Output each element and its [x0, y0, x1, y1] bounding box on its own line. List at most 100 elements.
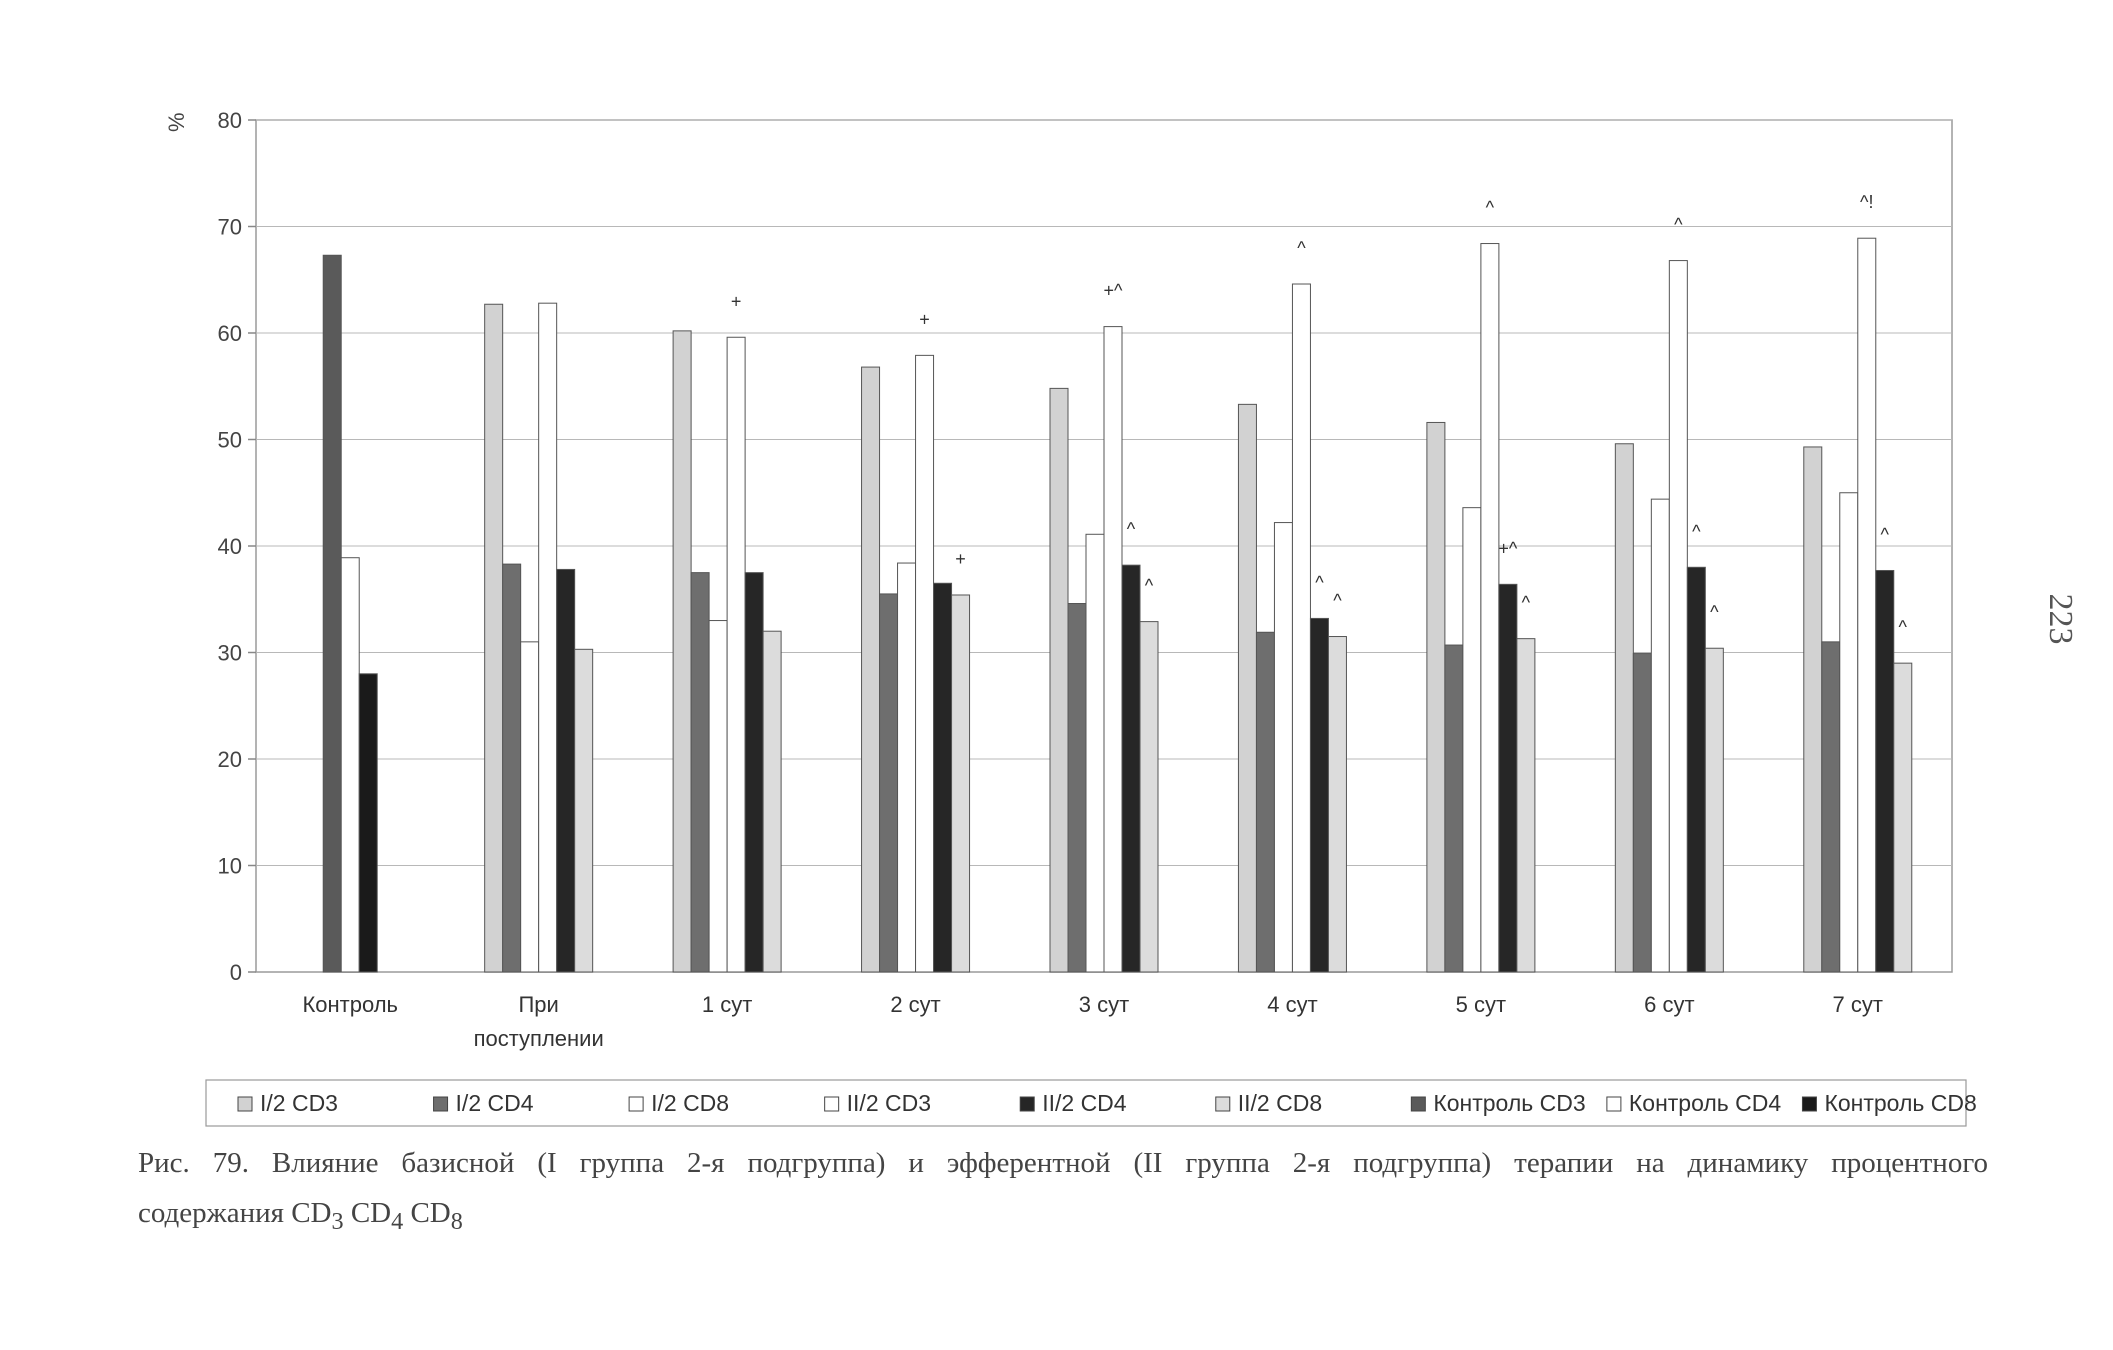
bar: [726, 336, 746, 973]
bar: [1237, 403, 1257, 973]
bar: [1498, 583, 1518, 973]
significance-mark: ^: [1333, 591, 1342, 611]
bar: [1704, 647, 1724, 973]
bar: [358, 673, 378, 973]
bar: [1668, 260, 1688, 973]
legend-box: [205, 1079, 1967, 1127]
y-tick-label: 60: [218, 321, 242, 346]
significance-mark: +^: [1104, 281, 1124, 301]
legend-label: I/2 CD4: [456, 1090, 534, 1116]
legend-swatch: [824, 1096, 840, 1112]
category-label: поступлении: [474, 1026, 604, 1051]
bar: [556, 568, 576, 973]
bar: [1273, 522, 1293, 973]
legend-label: II/2 CD8: [1238, 1090, 1322, 1116]
bar: [1444, 644, 1464, 973]
significance-mark: +: [731, 291, 742, 311]
bar: [1839, 492, 1859, 973]
bar: [1103, 326, 1123, 973]
legend-swatch: [1801, 1096, 1817, 1112]
bar: [1821, 641, 1841, 973]
significance-mark: ^: [1522, 593, 1531, 613]
caption-line-1: Рис. 79. Влияние базисной (I группа 2-я …: [138, 1147, 1988, 1179]
bar: [322, 254, 342, 973]
bar: [1049, 387, 1069, 973]
bar: [1085, 533, 1105, 973]
y-tick-label: 20: [218, 747, 242, 772]
bar: [933, 582, 953, 973]
bar: [574, 648, 594, 973]
bar: [1686, 566, 1706, 973]
legend-swatch: [1019, 1096, 1035, 1112]
bar: [897, 562, 917, 973]
significance-mark: ^: [1486, 198, 1495, 218]
category-label: 4 сут: [1267, 992, 1317, 1017]
y-tick-label: 70: [218, 215, 242, 240]
legend-swatch: [237, 1096, 253, 1112]
bar: [690, 572, 710, 973]
significance-mark: ^: [1899, 617, 1908, 637]
bar: [1121, 564, 1141, 973]
bar: [520, 641, 540, 973]
bar: [951, 594, 971, 973]
significance-mark: +^: [1498, 538, 1518, 558]
significance-mark: ^: [1127, 519, 1136, 539]
y-tick-label: 80: [218, 108, 242, 133]
legend-label: Контроль CD3: [1433, 1090, 1585, 1116]
significance-mark: ^: [1674, 215, 1683, 235]
bar: [915, 354, 935, 973]
significance-mark: ^: [1297, 238, 1306, 258]
legend-swatch: [1215, 1096, 1231, 1112]
y-tick-label: 40: [218, 534, 242, 559]
bar: [1893, 662, 1913, 973]
bar: [1309, 617, 1329, 973]
significance-mark: ^!: [1860, 192, 1873, 212]
significance-mark: ^: [1692, 521, 1701, 541]
legend-label: Контроль CD4: [1629, 1090, 1782, 1116]
legend: I/2 CD3 I/2 CD4 I/2 CD8 II/2 CD3 II/2 CD4 II/…: [205, 1079, 1977, 1127]
bar: [1462, 507, 1482, 973]
legend-swatch: [1606, 1096, 1622, 1112]
significance-mark: ^: [1881, 524, 1890, 544]
significance-mark: +: [919, 309, 930, 329]
bar: [538, 302, 558, 973]
bar: [1327, 636, 1347, 973]
significance-mark: +: [955, 549, 966, 569]
bar: [744, 572, 764, 973]
bar: [1255, 631, 1275, 973]
significance-mark: ^: [1315, 572, 1324, 592]
page-number: 223: [2042, 593, 2079, 645]
y-axis-label: %: [164, 112, 189, 132]
bar: [1426, 421, 1446, 973]
significance-mark: ^: [1710, 602, 1719, 622]
bar: [1875, 569, 1895, 973]
bar: [1803, 446, 1823, 973]
bar: [340, 557, 360, 973]
bar: [1632, 653, 1652, 973]
bar: [879, 593, 899, 973]
bar: [484, 303, 504, 973]
figure-caption: Рис. 79. Влияние базисной (I группа 2-я …: [138, 1138, 1988, 1247]
bar: [1480, 243, 1500, 973]
legend-swatch: [1410, 1096, 1426, 1112]
bar: [672, 330, 692, 973]
bar: [762, 630, 782, 973]
bar: [1650, 498, 1670, 973]
category-label: Контроль: [302, 992, 398, 1017]
significance-mark: ^: [1145, 576, 1154, 596]
legend-label: II/2 CD3: [847, 1090, 931, 1116]
y-tick-label: 0: [230, 960, 242, 985]
bar: [1516, 638, 1536, 973]
bar: [1614, 443, 1634, 973]
y-tick-label: 10: [218, 854, 242, 879]
legend-swatch: [628, 1096, 644, 1112]
bar: [1857, 237, 1877, 973]
bar: [708, 620, 728, 973]
caption-line-2: содержания CD3 CD4 CD8: [138, 1197, 463, 1235]
category-label: 2 сут: [890, 992, 940, 1017]
bar: [1139, 621, 1159, 973]
category-label: 7 сут: [1833, 992, 1883, 1017]
category-label: 5 сут: [1456, 992, 1506, 1017]
legend-label: I/2 CD8: [651, 1090, 729, 1116]
